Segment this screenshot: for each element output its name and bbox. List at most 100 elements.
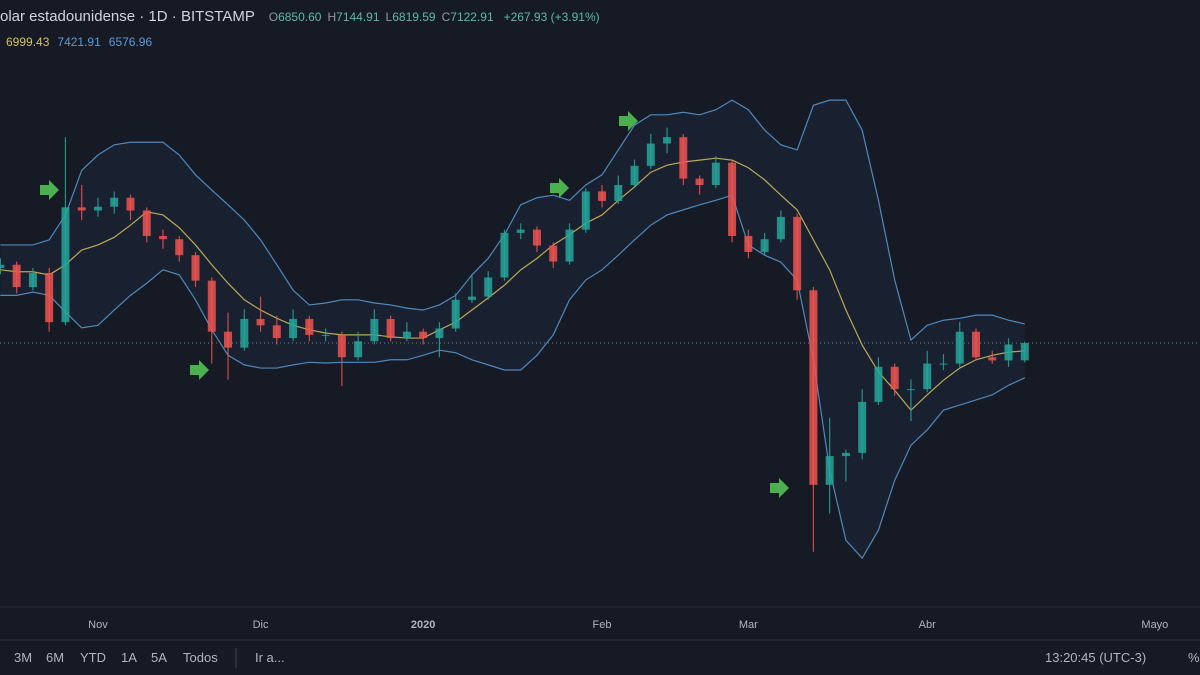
candle-body	[614, 184, 623, 201]
ohlc-value: 6850.60	[278, 10, 322, 24]
candle-body	[988, 357, 997, 361]
candle-body	[532, 229, 541, 246]
band-line	[0, 194, 1026, 560]
range-button[interactable]: 5A	[151, 650, 167, 665]
candle-body	[565, 229, 574, 262]
range-button[interactable]: Todos	[183, 650, 218, 665]
candle-body	[890, 366, 899, 390]
candle-body	[809, 290, 818, 485]
candle-body	[679, 137, 688, 179]
candle-body	[630, 165, 639, 185]
candle-body	[841, 452, 850, 457]
candle-body	[337, 334, 346, 358]
band-value: 6576.96	[108, 35, 153, 49]
candle-body	[175, 239, 184, 256]
candle-body	[1020, 343, 1029, 361]
candle-body	[224, 331, 233, 348]
ohlc-key: H	[327, 10, 337, 24]
candle-body	[695, 178, 704, 185]
ohlc: O6850.60 H7144.91 L6819.59 C7122.91	[269, 8, 500, 24]
candle-body	[77, 207, 86, 211]
candle-body	[484, 277, 493, 297]
annotations	[40, 111, 789, 498]
candle-body	[256, 318, 265, 326]
candle-body	[207, 280, 216, 332]
candle-body	[126, 197, 135, 211]
range-button[interactable]: 1A	[121, 650, 137, 665]
ohlc-key: O	[268, 10, 279, 24]
arrow	[40, 180, 59, 200]
candle-body	[939, 363, 948, 365]
ohlc-value: 6819.59	[392, 10, 436, 24]
candle-body	[500, 232, 509, 278]
candle-body	[159, 236, 167, 240]
candle-body	[858, 401, 867, 453]
plot	[0, 99, 1200, 560]
candle-body	[711, 162, 720, 185]
candle-body	[663, 137, 672, 144]
band-value: 7421.91	[57, 35, 101, 49]
candle-body	[45, 273, 54, 323]
legend-header: olar estadounidense · 1D · BITSTAMP O685…	[0, 8, 606, 25]
candle-body	[744, 236, 753, 252]
candle-body	[386, 318, 395, 339]
x-tick-label: Mar	[739, 619, 758, 631]
candle-body	[191, 255, 200, 281]
candle-body	[467, 296, 476, 300]
candle-body	[289, 318, 298, 339]
candle-body	[776, 216, 785, 240]
band-value: 6999.43	[6, 35, 50, 49]
goto[interactable]: Ir a...	[255, 650, 285, 665]
band-line	[0, 99, 1025, 342]
ohlc-value: 7122.91	[450, 10, 494, 24]
candle-body	[370, 318, 379, 342]
x-tick-label: 2020	[411, 619, 435, 631]
candle-body	[402, 331, 411, 339]
candle-body	[240, 318, 249, 348]
candle-body	[305, 318, 314, 335]
candle-body	[728, 162, 737, 237]
candle-body	[354, 341, 363, 358]
candle-body	[598, 191, 607, 201]
change: +267.93 (+3.91%)	[503, 10, 600, 24]
candle-body	[874, 366, 883, 402]
band-fill	[0, 100, 1025, 559]
range-button[interactable]: 6M	[46, 650, 65, 665]
x-tick-label: Dic	[253, 619, 269, 631]
candle-body	[549, 245, 558, 262]
range-button[interactable]: 3M	[14, 650, 33, 665]
candle-body	[906, 389, 915, 391]
candle-body	[28, 273, 37, 288]
ohlc-key: L	[385, 10, 393, 24]
candle-body	[955, 331, 964, 364]
range-button[interactable]: YTD	[80, 650, 106, 665]
candle-body	[793, 216, 802, 291]
candle-body	[419, 331, 428, 339]
candle-body	[435, 328, 444, 339]
candle-body	[760, 239, 769, 252]
candle-body	[825, 456, 834, 485]
percent-toggle[interactable]: %	[1188, 650, 1200, 665]
candle-body	[110, 197, 119, 207]
arrow	[550, 178, 569, 198]
x-tick-label: Abr	[919, 619, 936, 631]
candle-body	[646, 143, 655, 166]
candle-body	[61, 207, 70, 323]
candle-body	[923, 363, 932, 390]
candle-body	[0, 264, 5, 268]
candle-body	[581, 191, 590, 230]
band-line	[0, 157, 1025, 412]
arrow	[190, 360, 209, 380]
symbol: olar estadounidense · 1D · BITSTAMP	[0, 8, 255, 25]
arrow	[770, 478, 789, 498]
toolbar: Ir a... 13:20:45 (UTC-3) % 3M 6M YTD 1A 5A To…	[0, 648, 1200, 670]
x-tick-label: Nov	[88, 619, 108, 631]
candle-body	[516, 229, 525, 233]
candle-body	[321, 334, 330, 336]
band-values: 6999.43 7421.91 6576.96	[6, 35, 160, 49]
candle-body	[12, 264, 21, 288]
candle-body	[142, 210, 151, 237]
candle-body	[93, 206, 102, 211]
